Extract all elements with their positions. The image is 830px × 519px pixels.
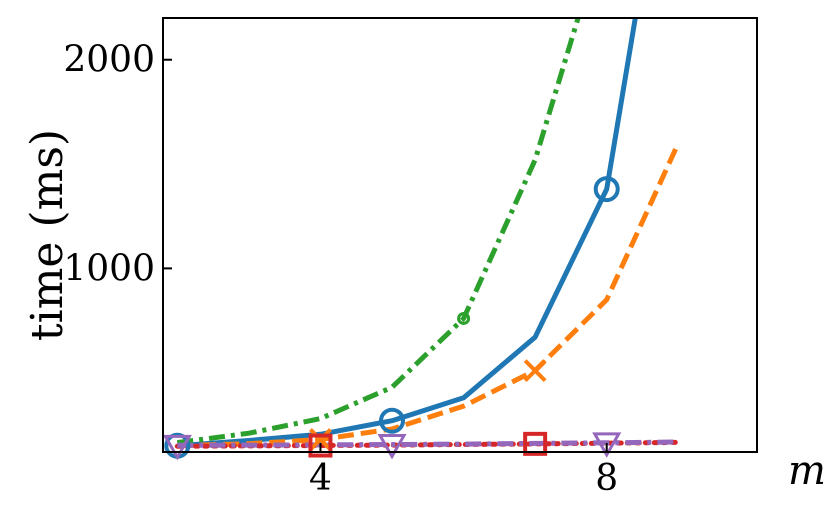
series-5-marker-2: [377, 433, 407, 460]
series-1-marker-2: [379, 407, 406, 434]
tick-layer: 4 8 1000 2000: [63, 40, 618, 499]
series-line-1: [177, 18, 638, 449]
series-3-marker-1: [457, 311, 471, 325]
series-5-marker-1: [162, 434, 192, 461]
x-axis-title: m: [788, 448, 826, 494]
series-line-3: [176, 18, 581, 446]
series-2-marker-1: [309, 428, 332, 451]
marker-layer: [162, 176, 622, 461]
y-tick-label-1: 1000: [63, 248, 155, 289]
series-line-5: [177, 439, 679, 448]
series-line-2: [177, 142, 681, 449]
series-4-marker-1: [308, 433, 333, 458]
series-1-marker-3: [593, 176, 620, 203]
series-layer: [174, 18, 681, 449]
plot-frame: [162, 17, 758, 453]
x-tick-label-2: 8: [595, 458, 618, 499]
series-2-marker-2: [523, 359, 547, 383]
series-5-marker-3: [592, 432, 622, 458]
series-4-marker-2: [523, 431, 548, 456]
y-axis-title: time (ms): [22, 129, 73, 341]
x-tick-label-1: 4: [309, 458, 332, 499]
y-tick-label-2: 2000: [63, 40, 155, 81]
